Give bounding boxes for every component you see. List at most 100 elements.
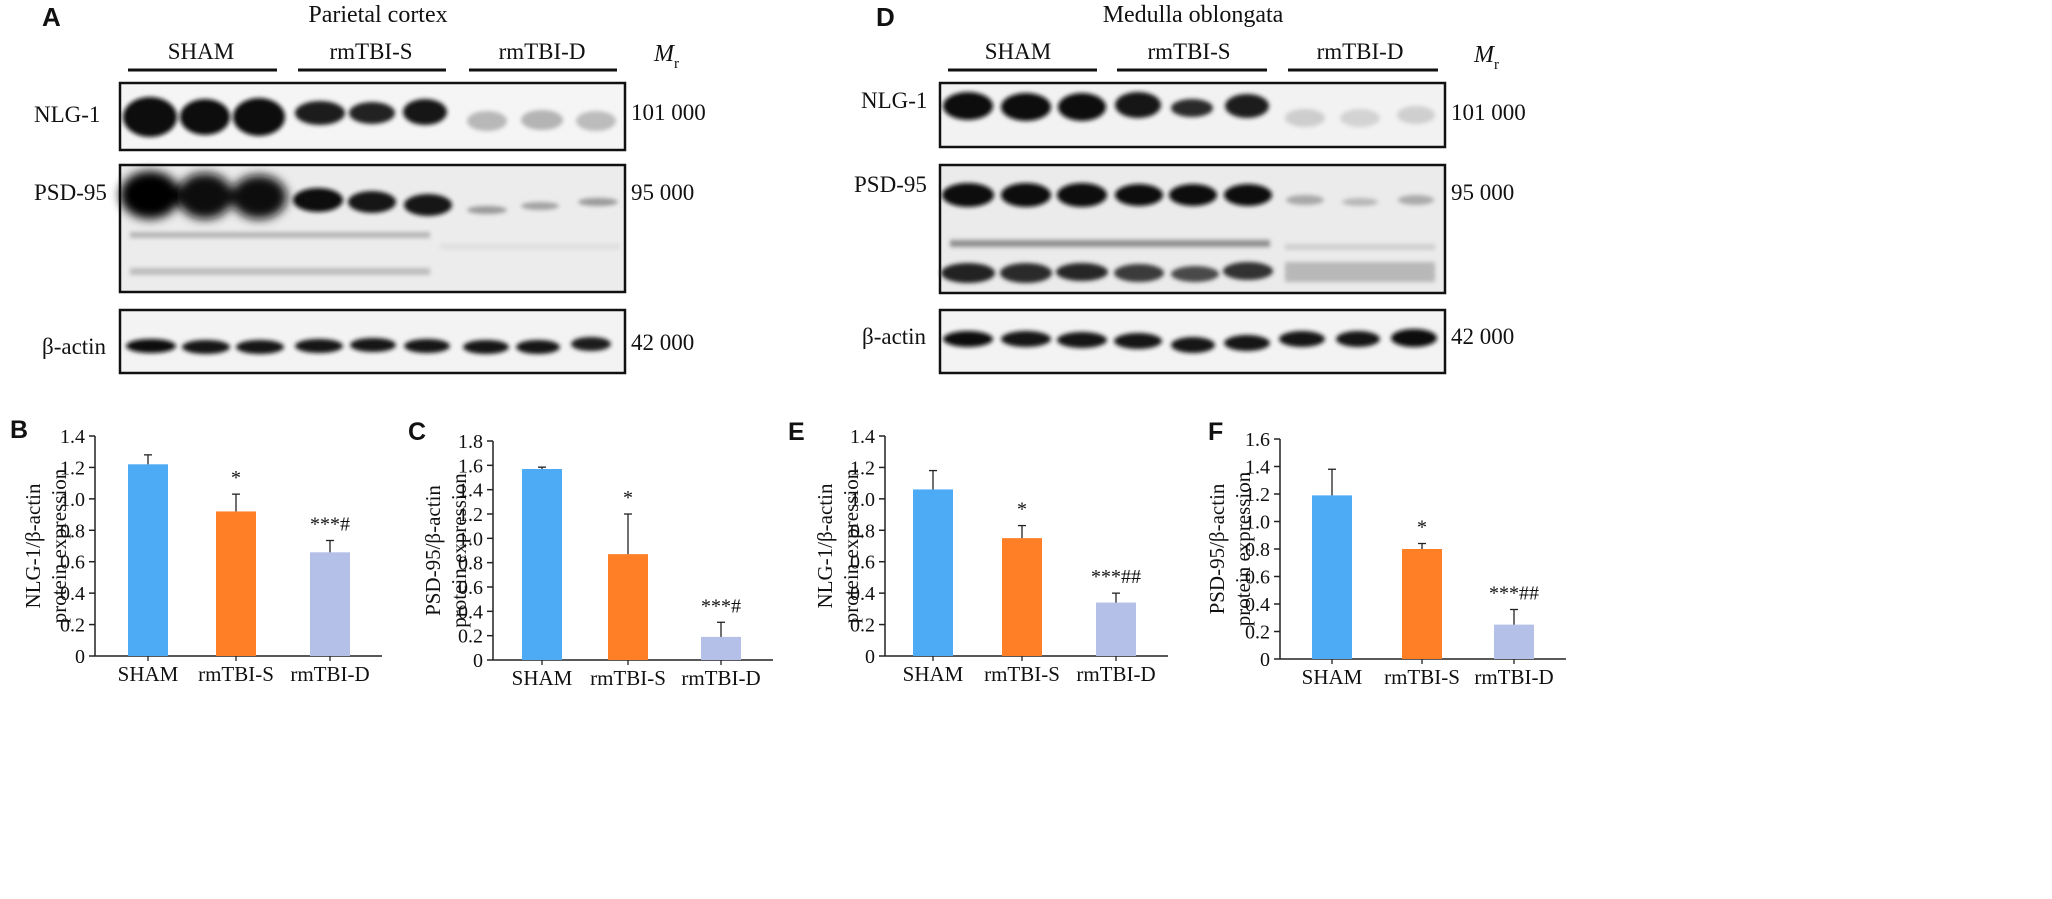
- x-tick-label: SHAM: [903, 662, 964, 686]
- blot-panel-a: A Parietal cortex SHAM rmTBI-S rmTBI-D M…: [34, 2, 706, 375]
- y-tick-label: 0.6: [60, 552, 85, 574]
- blot-panel-d: D Medulla oblongata SHAM rmTBI-S rmTBI-D…: [854, 2, 1526, 375]
- x-tick-label: rmTBI-D: [1474, 665, 1553, 689]
- y-tick-label: 1.0: [458, 528, 483, 550]
- y-tick-label: 0.8: [458, 553, 483, 575]
- x-tick-label: rmTBI-D: [1076, 662, 1155, 686]
- significance-label: *: [1417, 517, 1427, 539]
- panel-letter-d: D: [876, 2, 895, 32]
- y-tick-label: 1.8: [458, 431, 483, 453]
- y-tick-label: 0.6: [850, 552, 875, 574]
- x-tick-label: SHAM: [118, 662, 179, 686]
- bar-rmtbi-s: [1002, 538, 1042, 656]
- bar-rmtbi-d: [310, 552, 350, 656]
- y-tick-label: 0.2: [850, 615, 875, 637]
- panel-letter-f: F: [1208, 418, 1223, 446]
- group-label-sham-d: SHAM: [985, 39, 1051, 64]
- y-axis-label-line2: protein expression: [447, 473, 471, 628]
- bar-chart-e: E 0 0.2 0.4 0.6 0.8 1.0 1.2 1.4 NLG-1/β-actin prot…: [788, 418, 1168, 686]
- mr-label-a: Mr: [653, 41, 679, 72]
- bar-sham: [522, 468, 562, 660]
- significance-label: *: [231, 467, 241, 489]
- mw-label-nlg1-d: 101 000: [1451, 100, 1526, 125]
- mw-label-nlg1-a: 101 000: [631, 100, 706, 125]
- y-tick-label: 1.4: [458, 480, 483, 502]
- x-tick-label: rmTBI-D: [290, 662, 369, 686]
- y-tick-label: 0.6: [1245, 567, 1270, 589]
- y-tick-label: 1.0: [850, 489, 875, 511]
- bar-sham: [1312, 495, 1352, 659]
- y-tick-label: 1.2: [1245, 484, 1270, 506]
- y-tick-label: 1.2: [60, 457, 85, 479]
- y-axis-label-line2: protein expression: [839, 468, 863, 623]
- group-label-rmtbi-s-d: rmTBI-S: [1147, 39, 1230, 64]
- bar-sham: [913, 489, 953, 656]
- y-tick-label: 0.2: [458, 626, 483, 648]
- y-tick-label: 0: [1260, 649, 1270, 671]
- panel-letter-a: A: [42, 2, 61, 32]
- panel-letter-e: E: [788, 418, 805, 446]
- y-tick-label: 1.4: [60, 426, 85, 448]
- mw-label-psd95-a: 95 000: [631, 180, 694, 205]
- y-tick-label: 1.2: [458, 504, 483, 526]
- bar-rmtbi-s: [608, 554, 648, 660]
- row-label-nlg1-a: NLG-1: [34, 102, 100, 127]
- row-label-psd95-d: PSD-95: [854, 172, 927, 197]
- significance-label: *: [623, 487, 633, 509]
- y-tick-label: 0.8: [1245, 539, 1270, 561]
- bands-psd95-d: [941, 183, 1435, 283]
- group-label-rmtbi-d-d: rmTBI-D: [1317, 39, 1404, 64]
- x-tick-label: rmTBI-S: [198, 662, 274, 686]
- bands-nlg1-d: [943, 92, 1435, 127]
- y-tick-label: 0.2: [1245, 622, 1270, 644]
- y-tick-label: 0: [75, 646, 85, 668]
- x-tick-label: rmTBI-S: [984, 662, 1060, 686]
- y-tick-label: 0.4: [850, 583, 875, 605]
- significance-label: *: [1017, 499, 1027, 521]
- x-tick-label: rmTBI-S: [590, 666, 666, 690]
- panel-letter-b: B: [10, 416, 28, 444]
- bands-bactin-d: [943, 329, 1437, 353]
- mw-label-psd95-d: 95 000: [1451, 180, 1514, 205]
- y-tick-label: 1.4: [850, 426, 875, 448]
- y-tick-label: 0.4: [60, 583, 85, 605]
- significance-label: ***#: [310, 514, 350, 536]
- mr-label-d: Mr: [1473, 42, 1499, 73]
- bar-rmtbi-s: [216, 511, 256, 656]
- y-tick-label: 1.6: [458, 455, 483, 477]
- bands-psd95-a-lower: [130, 188, 620, 275]
- blot-title-d: Medulla oblongata: [1103, 2, 1284, 28]
- y-tick-label: 1.0: [60, 489, 85, 511]
- y-axis-label-line1: PSD-95/β-actin: [1205, 483, 1229, 614]
- bar-chart-c: C 00.2 0.40.60.8 1.01.21.4 1.61.8 PSD-95/β-ac…: [408, 418, 773, 690]
- y-tick-label: 0.4: [1245, 594, 1270, 616]
- row-label-bactin-a: β-actin: [42, 334, 107, 359]
- row-label-psd95-a: PSD-95: [34, 180, 107, 205]
- group-label-sham-a: SHAM: [168, 39, 234, 64]
- panel-letter-c: C: [408, 418, 426, 446]
- y-tick-label: 0.6: [458, 577, 483, 599]
- bar-rmtbi-d: [701, 636, 741, 660]
- significance-label: ***##: [1091, 566, 1141, 588]
- bar-rmtbi-d: [1494, 624, 1534, 659]
- y-tick-label: 0.2: [60, 615, 85, 637]
- y-tick-label: 0.4: [458, 601, 483, 623]
- y-tick-label: 0.8: [850, 520, 875, 542]
- bar-chart-b: B 0 0.2 0.4 0.6 0.8 1.0 1.2 1.4 NLG-1/β-actin prot…: [10, 416, 382, 686]
- y-tick-label: 1.2: [850, 457, 875, 479]
- significance-label: ***#: [701, 595, 741, 617]
- y-tick-label: 1.0: [1245, 512, 1270, 534]
- x-tick-label: rmTBI-D: [681, 666, 760, 690]
- y-tick-label: 1.4: [1245, 457, 1270, 479]
- bar-rmtbi-s: [1402, 549, 1442, 659]
- x-tick-label: SHAM: [512, 666, 573, 690]
- mw-label-bactin-d: 42 000: [1451, 324, 1514, 349]
- bands-bactin-a: [126, 337, 611, 354]
- bands-psd95-a: [120, 171, 287, 219]
- blot-title-a: Parietal cortex: [308, 2, 447, 28]
- row-label-bactin-d: β-actin: [862, 324, 927, 349]
- x-tick-label: rmTBI-S: [1384, 665, 1460, 689]
- group-label-rmtbi-d-a: rmTBI-D: [499, 39, 586, 64]
- mw-label-bactin-a: 42 000: [631, 330, 694, 355]
- x-tick-label: SHAM: [1302, 665, 1363, 689]
